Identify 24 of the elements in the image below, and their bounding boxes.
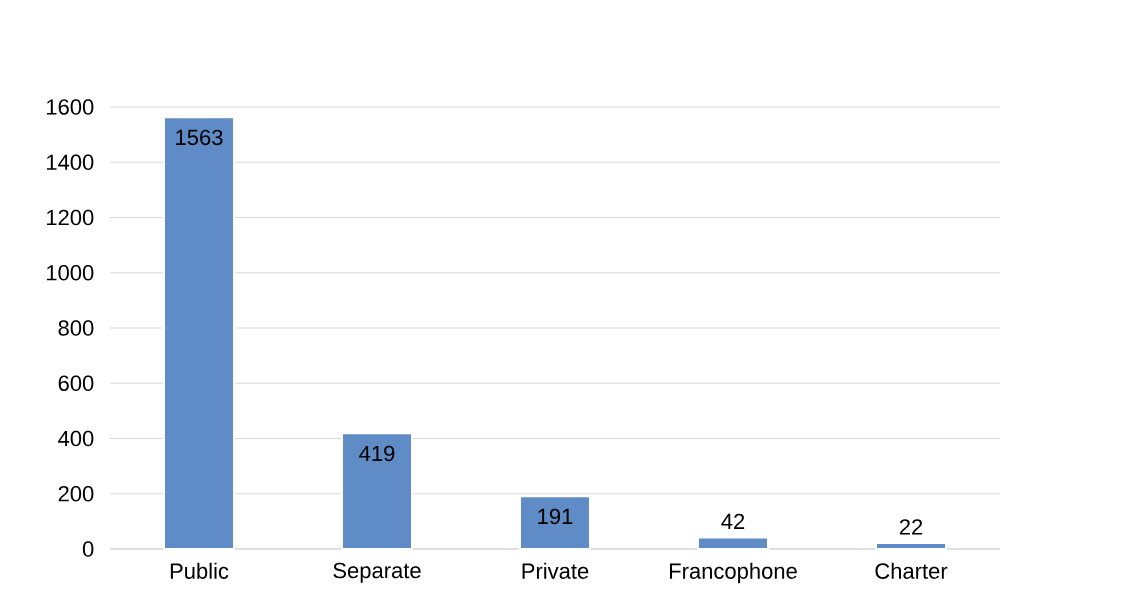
data-label: 42 bbox=[721, 513, 745, 529]
x-tick-label: Francophone bbox=[670, 562, 797, 584]
y-tick-label: 400 bbox=[58, 430, 94, 447]
x-tick-label: Public bbox=[170, 562, 229, 579]
y-tick-label: 600 bbox=[58, 375, 94, 392]
bar bbox=[875, 541, 948, 550]
x-tick-label: Separate bbox=[333, 562, 421, 583]
x-tick-label: Charter bbox=[875, 562, 948, 579]
y-tick-label: 1600 bbox=[47, 99, 94, 115]
bar bbox=[163, 116, 236, 550]
bar bbox=[519, 495, 592, 550]
y-tick-label: 200 bbox=[58, 485, 94, 502]
y-tick-label: 0 bbox=[82, 541, 94, 557]
y-tick-label: 1400 bbox=[47, 154, 94, 171]
y-tick-label: 1000 bbox=[47, 264, 94, 281]
data-label: 22 bbox=[899, 519, 923, 535]
data-label: 419 bbox=[359, 445, 395, 462]
bar bbox=[341, 432, 414, 550]
bar bbox=[697, 536, 770, 550]
y-tick-label: 800 bbox=[58, 320, 94, 336]
data-label: 1563 bbox=[176, 129, 223, 146]
y-tick-label: 1200 bbox=[47, 209, 94, 226]
data-label: 191 bbox=[538, 508, 573, 525]
x-tick-label: Private bbox=[522, 562, 589, 579]
